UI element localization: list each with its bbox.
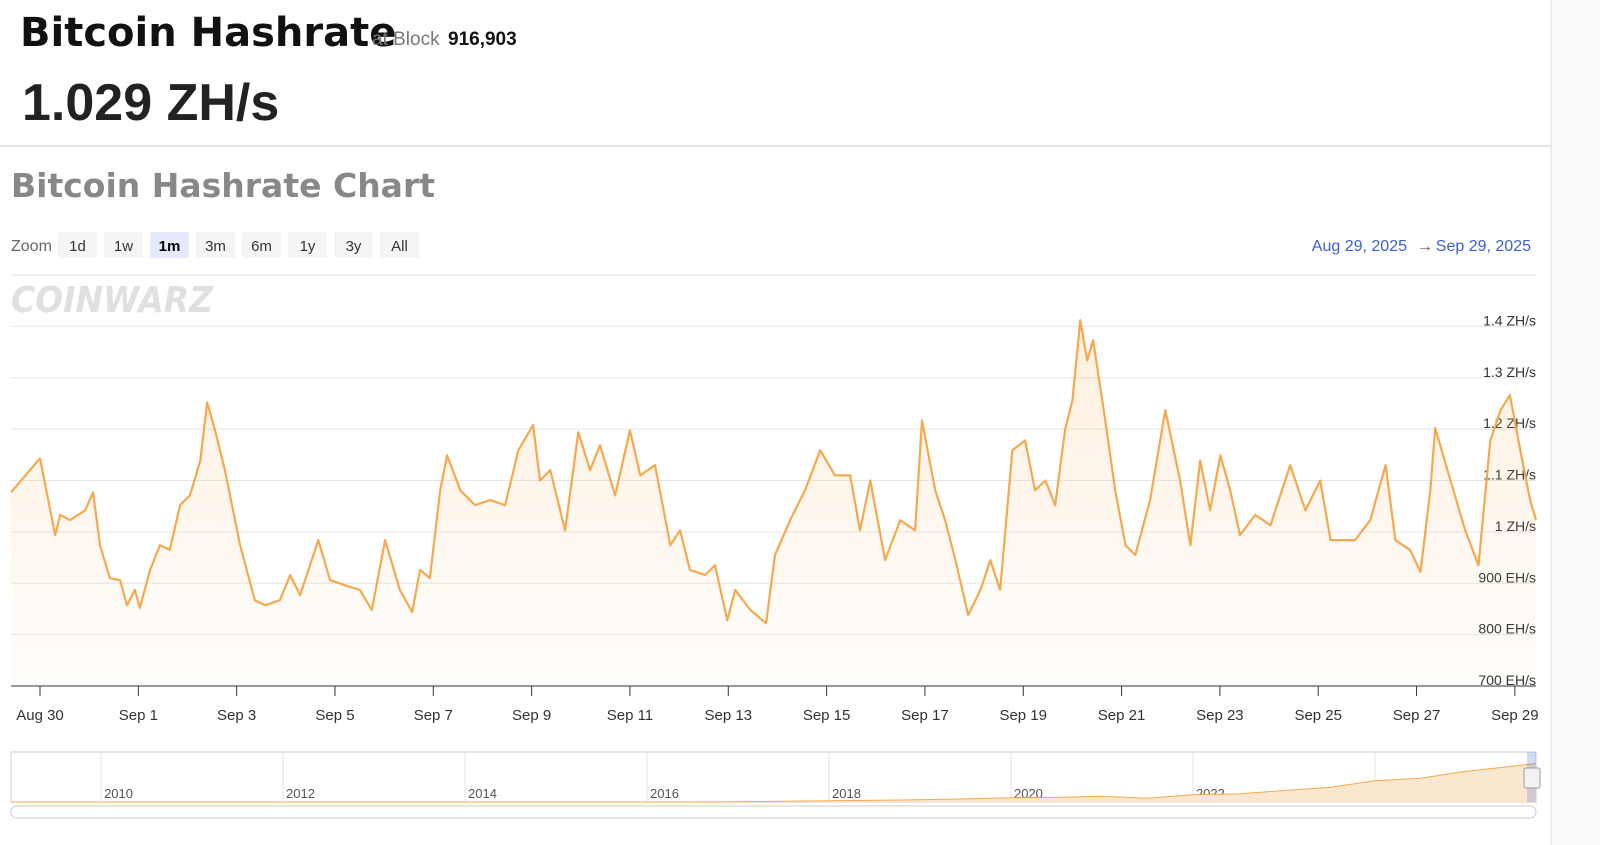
zoom-label: Zoom [11,238,52,255]
x-tick-label: 2018 [832,786,861,801]
zoom-button[interactable]: 3m [196,232,235,258]
watermark: COINWARZ [11,280,214,321]
zoom-button[interactable]: 1y [288,232,327,258]
zoom-button-bg [288,232,327,258]
y-tick-label: 1.4 ZH/s [1483,312,1536,328]
x-tick-label: Sep 25 [1294,707,1342,724]
zoom-button-bg [242,232,281,258]
zoom-button[interactable]: 1w [104,232,143,258]
zoom-button-label[interactable]: 1w [114,238,133,255]
x-tick-label: Sep 23 [1196,707,1244,724]
navigator-scrollbar[interactable] [10,805,1537,819]
zoom-button-bg [334,232,373,258]
zoom-buttons[interactable]: 1d 1w 1m 3m 6m 1y 3y All [58,232,419,258]
x-tick-label: Sep 11 [607,707,653,724]
zoom-button-bg [380,232,419,258]
x-tick-label: Sep 15 [803,707,851,724]
x-tick-label: Sep 17 [901,707,949,724]
zoom-button-label[interactable]: All [391,238,408,255]
x-tick-label: Sep 27 [1393,707,1441,724]
zoom-button-bg [196,232,235,258]
hashrate-value: 1.029 ZH/s [22,74,279,132]
line [11,763,1537,803]
range-arrow: → [1417,238,1433,255]
x-tick-label: 2012 [286,786,315,801]
page-title: Bitcoin Hashrate [20,10,396,56]
zoom-button[interactable]: 1m [150,232,189,258]
x-tick-label: 2016 [650,786,679,801]
scrollbar-track [1552,0,1600,845]
zoom-button[interactable]: 1d [58,232,97,258]
x-tick-label: Sep 19 [999,707,1047,724]
range-to[interactable]: Sep 29, 2025 [1436,238,1531,255]
zoom-button[interactable]: 6m [242,232,281,258]
x-tick-label: Sep 29 [1491,707,1539,724]
chart-title: Bitcoin Hashrate Chart [11,166,435,205]
zoom-button[interactable]: All [380,232,419,258]
zoom-button-label[interactable]: 3y [346,238,362,255]
y-tick-label: 1.3 ZH/s [1483,364,1536,380]
x-tick-label: Sep 13 [704,707,752,724]
zoom-button-bg [104,232,143,258]
main-chart: 700 EH/s800 EH/s900 EH/s1 ZH/s1.1 ZH/s1.… [10,312,1539,724]
x-tick-label: 2010 [104,786,133,801]
zoom-button-label[interactable]: 3m [205,238,226,255]
navigator-handle[interactable] [1523,767,1541,789]
x-tick-label: Sep 5 [315,707,354,724]
x-tick-label: Sep 1 [119,707,158,724]
range-from[interactable]: Aug 29, 2025 [1312,238,1407,255]
area-fill [11,320,1536,686]
block-height: 916,903 [448,29,517,50]
line [10,319,1538,625]
x-tick-label: Aug 30 [16,707,64,724]
x-tick-label: Sep 3 [217,707,256,724]
zoom-button-bg [58,232,97,258]
zoom-button-bg [150,232,189,258]
zoom-button-label[interactable]: 1y [300,238,316,255]
x-tick-label: Sep 7 [414,707,453,724]
x-tick-label: Sep 9 [512,707,551,724]
zoom-button-label[interactable]: 1m [159,238,181,255]
block-prefix: at Block [372,29,440,50]
zoom-button-label[interactable]: 1d [69,238,86,255]
area-fill [11,763,1536,802]
x-tick-label: 2014 [468,786,497,801]
navigator-chart: 20102012201420162018202020222024 [11,752,1537,803]
background [0,0,1550,845]
zoom-button[interactable]: 3y [334,232,373,258]
zoom-button-label[interactable]: 6m [251,238,272,255]
x-tick-label: Sep 21 [1098,707,1146,724]
